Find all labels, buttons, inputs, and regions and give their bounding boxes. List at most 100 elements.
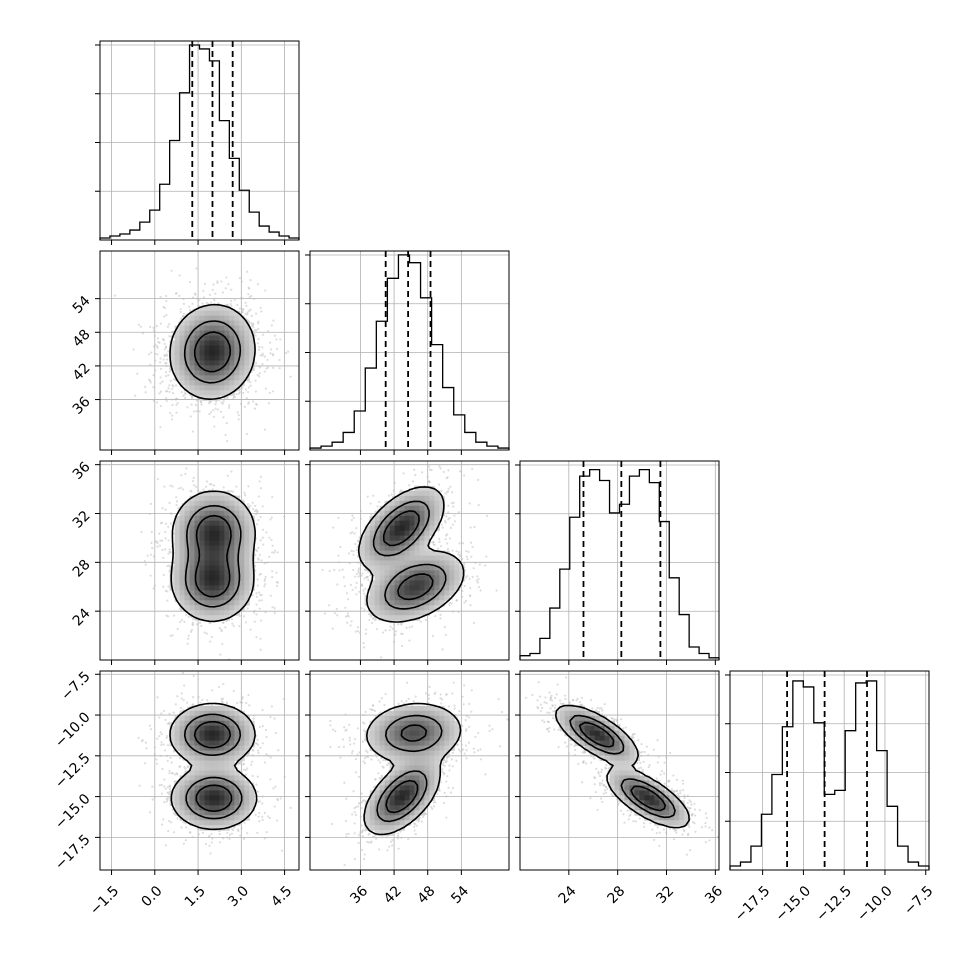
density-cell [204, 530, 210, 537]
scatter-point [356, 630, 360, 633]
density-cell [194, 390, 200, 396]
density-cell [189, 610, 196, 616]
scatter-point [172, 378, 175, 381]
density-cell [239, 595, 245, 601]
density-cell [179, 375, 186, 381]
density-cell [219, 580, 225, 586]
density-cell [179, 565, 186, 571]
scatter-point [469, 587, 472, 590]
density-cell [214, 560, 220, 566]
scatter-point [257, 495, 260, 498]
density-cell [234, 545, 240, 552]
density-cell [199, 580, 205, 586]
scatter-point [179, 620, 182, 624]
density-cell [189, 570, 196, 576]
scatter-point [472, 621, 476, 624]
scatter-point [495, 589, 498, 592]
density-cell [179, 530, 186, 537]
density-cell [239, 580, 245, 586]
density-cell [229, 320, 235, 327]
scatter-point [477, 585, 481, 589]
scatter-point [450, 602, 453, 605]
scatter-point [231, 490, 235, 493]
density-cell [234, 355, 240, 361]
density-cell [174, 370, 181, 376]
scatter-point [144, 563, 147, 566]
density-cell [209, 560, 215, 566]
density-cell [414, 500, 420, 507]
scatter-point [447, 504, 450, 507]
density-cell [189, 560, 196, 566]
density-cell [249, 355, 255, 361]
density-cell [229, 550, 235, 557]
scatter-point [457, 610, 460, 614]
scatter-point [256, 342, 260, 345]
scatter-point [347, 598, 350, 601]
scatter-point [159, 390, 163, 393]
scatter-point [209, 640, 212, 643]
hist-panel-0 [95, 40, 300, 241]
scatter-point [259, 648, 262, 651]
scatter-point [152, 345, 156, 348]
density-cell [394, 500, 401, 507]
scatter-point [201, 302, 204, 305]
density-cell [229, 575, 235, 581]
scatter-point [151, 546, 154, 550]
density-cell [184, 355, 191, 361]
scatter-point [229, 302, 232, 306]
density-cell [179, 540, 186, 547]
scatter-point [208, 293, 211, 297]
density-cell [209, 595, 215, 601]
scatter-point [211, 288, 214, 292]
scatter-point [182, 488, 185, 491]
scatter-point [136, 372, 139, 375]
density-cell [194, 495, 200, 502]
scatter-point [149, 574, 152, 577]
density-cell [189, 340, 196, 347]
scatter-point [156, 541, 159, 545]
scatter-point [411, 480, 415, 483]
scatter-point [400, 632, 403, 635]
density-cell [184, 315, 191, 322]
scatter-point [354, 630, 357, 633]
density-cell [249, 335, 255, 342]
scatter-point [461, 589, 464, 593]
scatter-point [159, 539, 162, 542]
density-cell [199, 565, 205, 571]
scatter-point [363, 592, 366, 595]
density-cell [384, 505, 391, 512]
density-cell [184, 515, 191, 522]
scatter-point [260, 559, 263, 562]
scatter-point [444, 492, 447, 495]
density-cell [229, 570, 235, 576]
density-cell [219, 510, 225, 517]
scatter-point [270, 324, 273, 327]
density-cell [229, 600, 235, 606]
density-cell [179, 545, 186, 552]
histogram-bar [309, 254, 510, 450]
scatter-point [444, 633, 447, 637]
scatter-point [350, 620, 353, 623]
scatter-point [161, 521, 164, 524]
scatter-point [445, 515, 448, 518]
density-cell [244, 360, 250, 366]
scatter-point [251, 507, 255, 511]
density-cell [239, 555, 245, 561]
scatter-point [440, 523, 443, 526]
scatter-point [141, 332, 144, 335]
density-cell [244, 325, 250, 332]
density-cell [214, 535, 220, 542]
scatter-point [191, 621, 195, 624]
scatter-point [227, 406, 231, 409]
density-cell [219, 320, 225, 327]
density-cell [174, 355, 181, 361]
density-cell [214, 530, 220, 537]
scatter-point [157, 340, 160, 344]
scatter-point [185, 661, 187, 663]
density-cell [199, 375, 205, 381]
density-cell [234, 505, 240, 512]
scatter-point [270, 348, 273, 351]
scatter-point [344, 606, 347, 609]
scatter-point [472, 567, 475, 570]
scatter-point [199, 400, 202, 403]
